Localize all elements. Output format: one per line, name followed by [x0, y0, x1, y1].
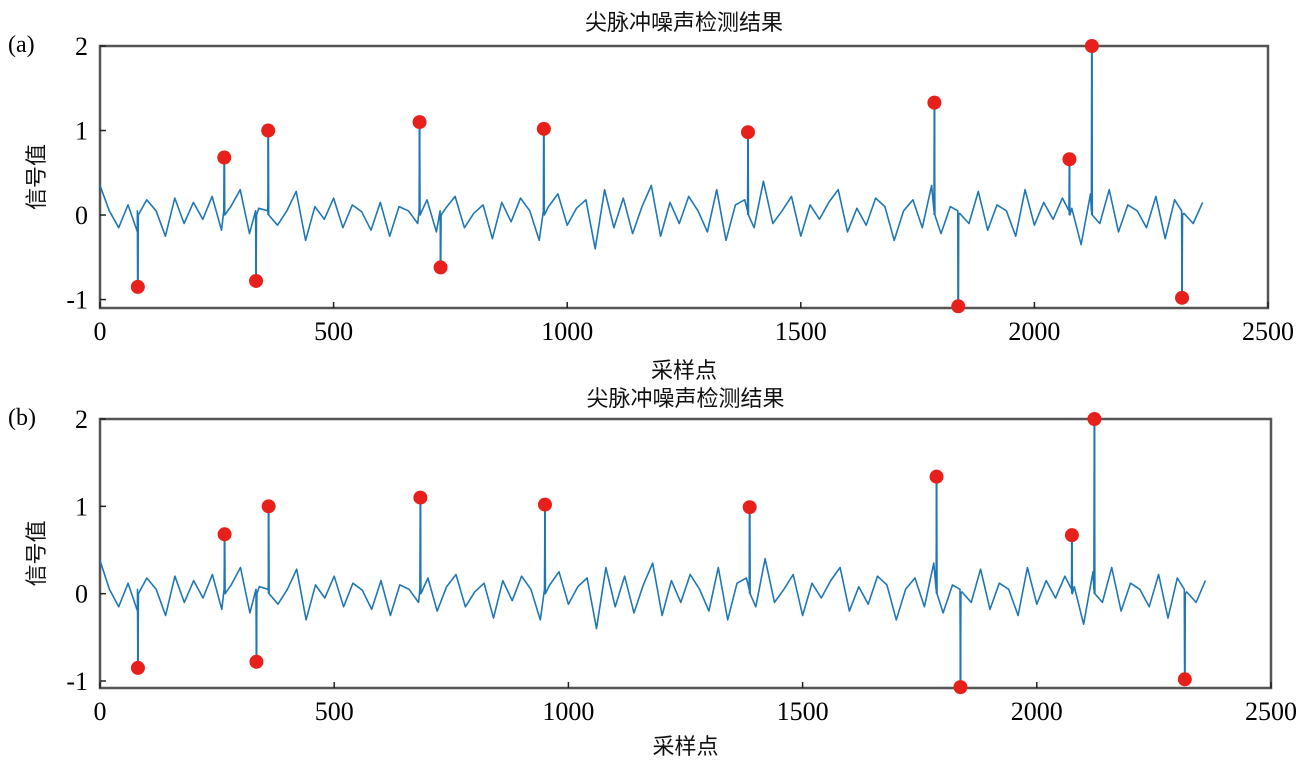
spike-marker: [536, 121, 551, 136]
y-tick-label: 2: [75, 405, 88, 434]
spike-marker: [1175, 290, 1190, 305]
spike-marker: [412, 115, 427, 130]
axes-box: [98, 44, 1270, 310]
panel-a: 尖脉冲噪声检测结果(a)0 500 1000 1500 2000 2500-1012采样点…: [8, 11, 1294, 384]
y-tick-label: -1: [66, 667, 88, 696]
spike-marker: [1062, 152, 1077, 167]
x-tick-label: 0: [94, 697, 107, 726]
panel-label: (b): [8, 405, 36, 431]
x-tick-label: 2500: [1242, 317, 1294, 346]
y-axis-label: 信号值: [25, 520, 50, 586]
x-tick-label: 0: [94, 317, 107, 346]
spike-marker: [249, 654, 264, 669]
x-tick-label: 500: [314, 317, 353, 346]
spike-marker: [413, 490, 428, 505]
x-tick-label: 1000: [542, 697, 594, 726]
y-tick-label: 1: [75, 117, 88, 146]
signal-series-line: [99, 45, 1204, 308]
y-tick-label: 0: [75, 201, 88, 230]
spike-marker: [1084, 39, 1099, 53]
x-axis-label: 采样点: [651, 359, 717, 384]
x-axis-label: 采样点: [652, 735, 718, 760]
axes-box: [98, 417, 1273, 690]
spike-marker: [217, 150, 232, 165]
spike-marker: [1087, 412, 1102, 426]
y-tick-label: 2: [75, 32, 88, 61]
x-tick-label: 2500: [1245, 697, 1297, 726]
x-tick-label: 2000: [1008, 317, 1060, 346]
y-tick-label: 1: [75, 492, 88, 521]
spike-marker: [537, 497, 552, 512]
spike-marker: [929, 469, 944, 484]
x-tick-label: 1500: [775, 317, 827, 346]
spike-marker: [433, 260, 448, 275]
chart-title: 尖脉冲噪声检测结果: [585, 11, 783, 36]
x-tick-label: 1500: [777, 697, 829, 726]
spike-marker: [261, 123, 276, 138]
spike-marker: [742, 500, 757, 515]
y-tick-label: 0: [75, 580, 88, 609]
y-axis-label: 信号值: [25, 144, 50, 210]
chart-title: 尖脉冲噪声检测结果: [586, 387, 784, 412]
spike-marker: [1064, 528, 1079, 543]
spike-marker: [741, 125, 756, 140]
signal-series-line: [99, 418, 1207, 688]
panel-label: (a): [8, 32, 35, 58]
x-tick-label: 2000: [1011, 697, 1063, 726]
spike-marker: [130, 660, 145, 675]
spike-marker: [249, 273, 264, 288]
spike-marker: [951, 299, 966, 314]
spike-marker: [217, 527, 232, 542]
spike-marker: [1177, 672, 1192, 687]
spike-marker: [927, 95, 942, 110]
spike-marker: [130, 279, 145, 294]
x-tick-label: 500: [315, 697, 354, 726]
x-tick-label: 1000: [541, 317, 593, 346]
y-tick-label: -1: [66, 286, 88, 315]
panel-b: 尖脉冲噪声检测结果(b)0 500 1000 1500 2000 2500-1012采样点…: [8, 387, 1297, 760]
spike-marker: [261, 499, 276, 514]
spike-marker: [953, 680, 968, 695]
